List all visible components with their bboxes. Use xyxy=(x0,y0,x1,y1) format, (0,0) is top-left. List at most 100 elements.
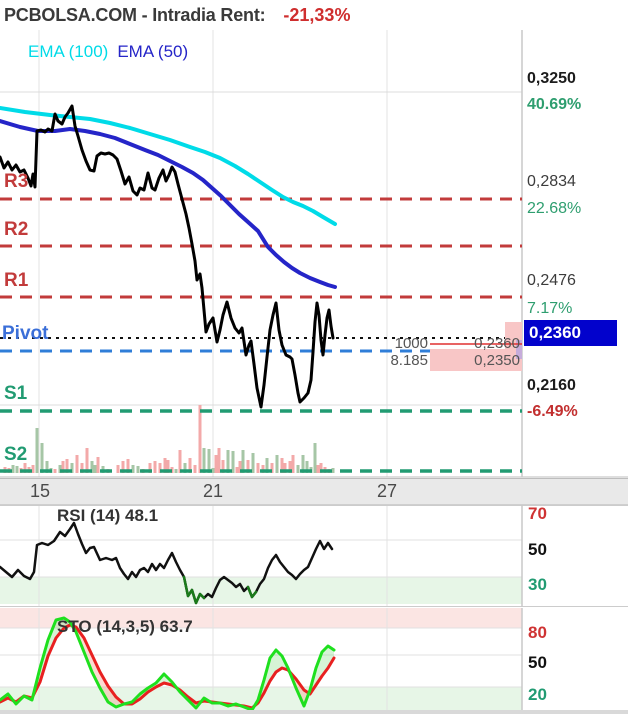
volume-bar xyxy=(241,450,245,473)
volume-bar xyxy=(316,465,320,473)
legend-ema-100[interactable]: EMA (100) xyxy=(28,42,109,61)
volume-bar xyxy=(96,457,100,473)
level-label-s1: S1 xyxy=(4,383,28,404)
volume-bar xyxy=(40,443,44,473)
price-axis-label-2: 0,2834 xyxy=(527,173,576,190)
volume-bar xyxy=(291,455,295,473)
volume-bar xyxy=(270,463,274,473)
bid-price: 0,2350 xyxy=(474,352,520,369)
volume-bar xyxy=(202,448,206,473)
price-axis-label-6: 0,2160 xyxy=(527,377,576,394)
level-label-r2: R2 xyxy=(4,219,29,240)
volume-bar xyxy=(183,463,187,473)
volume-bar xyxy=(116,465,120,473)
volume-bar xyxy=(53,469,57,473)
bottom-strip xyxy=(0,710,628,714)
price-axis-label-1: 40.69% xyxy=(527,96,582,113)
current-price-badge: 0,2360 xyxy=(524,320,617,346)
volume-bar xyxy=(207,449,211,473)
price-chart-canvas[interactable] xyxy=(0,30,628,478)
volume-bar xyxy=(166,460,170,473)
volume-bar xyxy=(217,448,221,473)
price-line xyxy=(0,104,335,409)
stochastic-indicator-canvas[interactable] xyxy=(0,608,628,710)
price-axis-label-0: 0,3250 xyxy=(527,70,576,87)
rsi-axis-50: 50 xyxy=(528,540,547,559)
volume-bar xyxy=(70,463,74,473)
ask-price: 0,2360 xyxy=(474,335,520,352)
volume-bar xyxy=(153,461,157,473)
volume-bar xyxy=(148,463,152,473)
level-label-r1: R1 xyxy=(4,270,29,291)
volume-bar xyxy=(90,461,94,473)
volume-bar xyxy=(58,465,62,473)
sto-axis-20: 20 xyxy=(528,685,547,704)
sto-label: STO (14,3,5) 63.7 xyxy=(57,617,193,636)
price-axis-label-5: 7.17% xyxy=(527,300,573,317)
volume-bar xyxy=(211,468,215,473)
rsi-line-oversold xyxy=(182,575,206,605)
volume-bar xyxy=(283,463,287,473)
bid-quantity: 8.185 xyxy=(390,352,428,369)
price-axis-label-7: -6.49% xyxy=(527,403,578,420)
ema-50-line xyxy=(0,119,337,289)
time-label-15: 15 xyxy=(29,481,51,501)
sto-axis-80: 80 xyxy=(528,623,547,642)
rsi-line-oversold xyxy=(246,585,258,599)
volume-bar xyxy=(265,458,269,473)
rsi-line xyxy=(0,521,334,605)
legend-ema-50[interactable]: EMA (50) xyxy=(117,42,189,61)
volume-bar xyxy=(280,458,284,473)
level-label-r3: R3 xyxy=(4,171,29,192)
time-axis-strip xyxy=(0,478,628,505)
volume-bar xyxy=(158,463,162,473)
page-title: PCBOLSA.COM - Intradia Rent: xyxy=(4,4,266,25)
volume-bar xyxy=(11,465,15,473)
volume-bar xyxy=(296,465,300,473)
volume-bar xyxy=(35,428,39,473)
volume-bar xyxy=(288,461,292,473)
volume-bar xyxy=(61,461,65,473)
time-label-27: 27 xyxy=(376,481,398,501)
volume-bar xyxy=(121,461,125,473)
volume-bar xyxy=(15,466,19,473)
price-axis-label-4: 0,2476 xyxy=(527,272,576,289)
sto-axis-50: 50 xyxy=(528,653,547,672)
rsi-indicator-canvas[interactable] xyxy=(0,505,628,607)
ask-quantity: 1000 xyxy=(394,335,428,352)
volume-bar xyxy=(178,450,182,473)
rsi-label: RSI (14) 48.1 xyxy=(57,506,159,525)
sto-k-line xyxy=(0,616,336,710)
volume-bar xyxy=(136,466,140,473)
level-label-pivot: Pivot xyxy=(2,323,49,344)
volume-bar xyxy=(246,460,250,473)
volume-bar xyxy=(85,448,89,473)
volume-bar xyxy=(80,463,84,473)
volume-bar xyxy=(31,465,35,473)
volume-bar xyxy=(188,458,192,473)
volume-bar xyxy=(174,469,178,473)
volume-bar xyxy=(163,458,167,473)
rent-percent-value: -21,33% xyxy=(283,4,351,25)
ema-100-line xyxy=(0,106,337,226)
volume-bar xyxy=(131,465,135,473)
volume-bar xyxy=(331,468,335,473)
volume-bar xyxy=(221,460,225,473)
volume-bar xyxy=(226,450,230,473)
volume-bar xyxy=(305,461,309,473)
volume-bar xyxy=(319,463,323,473)
current-price-value: 0,2360 xyxy=(529,323,581,342)
volume-bar xyxy=(45,461,49,473)
volume-bar xyxy=(256,463,260,473)
volume-bar xyxy=(214,455,218,473)
volume-bar xyxy=(313,443,317,473)
volume-bar xyxy=(65,459,69,473)
volume-bar xyxy=(198,405,202,473)
volume-bar xyxy=(75,455,79,473)
volume-bar xyxy=(301,455,305,473)
volume-bar xyxy=(261,465,265,473)
volume-bar xyxy=(193,465,197,473)
level-label-s2: S2 xyxy=(4,444,28,465)
volume-bar xyxy=(275,455,279,473)
rsi-axis-30: 30 xyxy=(528,575,547,594)
